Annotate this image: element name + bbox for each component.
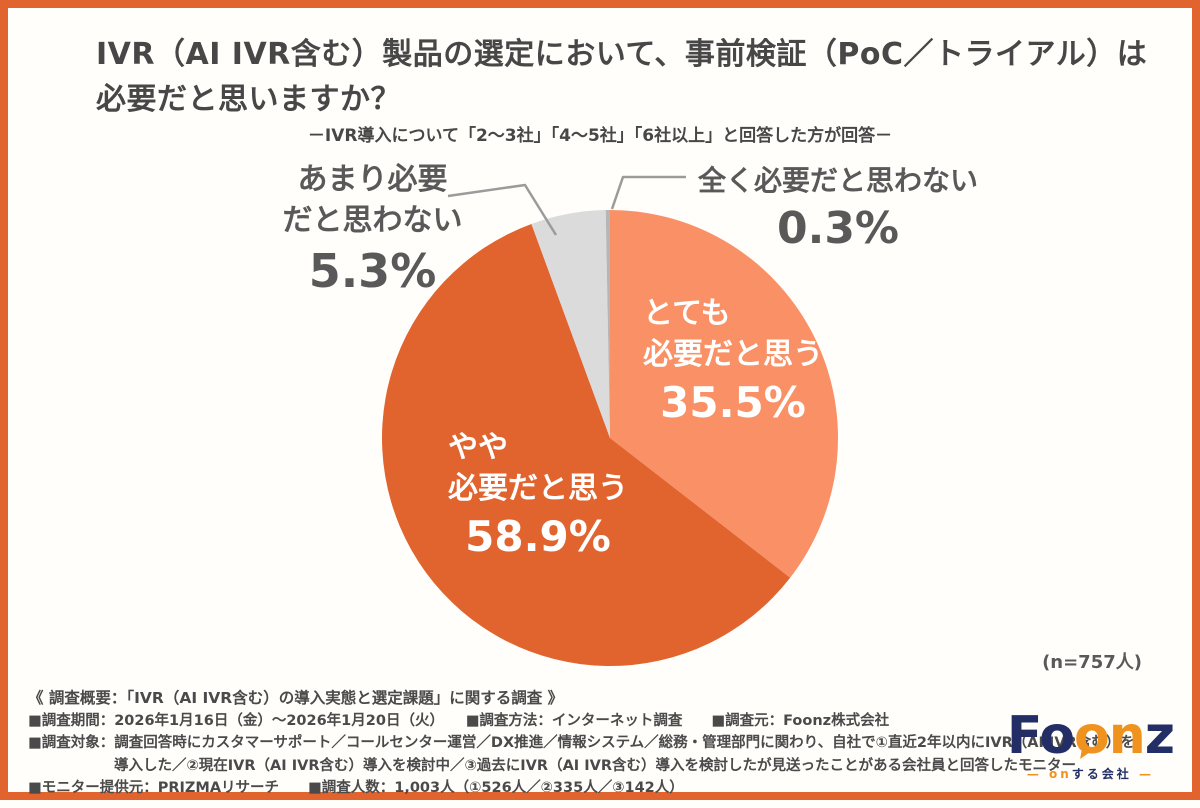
pie-label-very-necessary-value: 35.5% bbox=[660, 378, 806, 427]
survey-period-method-source: ■調査期間：2026年1月16日（金）～2026年1月20日（火） ■調査方法：… bbox=[28, 713, 890, 730]
pie-label-not-at-all-necessary-value: 0.3% bbox=[776, 202, 900, 254]
pie-label-very-necessary: とても 必要だと思う 35.5% bbox=[643, 294, 823, 427]
pie-label-very-necessary-text1: とても bbox=[643, 296, 731, 331]
foonz-logo: Foonz — onする会社 — bbox=[1007, 706, 1175, 782]
pie-slice-3 bbox=[531, 210, 610, 438]
foonz-logo-part-fo: Fo bbox=[1006, 706, 1075, 766]
pie-label-not-at-all-necessary-text1: 全く必要だと思わない bbox=[697, 164, 978, 197]
survey-overview-title: 《 調査概要：「IVR（AI IVR含む）の導入実態と選定課題」に関する調査 》 bbox=[28, 689, 564, 707]
foonz-logo-part-o-bubble: o bbox=[1073, 706, 1110, 766]
pie-chart bbox=[382, 175, 839, 666]
pie-slices-group bbox=[382, 210, 839, 666]
tagline-dash-right: — bbox=[1139, 767, 1154, 781]
sample-size-label: (n=757人) bbox=[1042, 652, 1142, 673]
pie-label-somewhat-necessary-text1: やや bbox=[448, 430, 508, 465]
pie-label-not-at-all-necessary: 全く必要だと思わない 0.3% bbox=[688, 162, 988, 254]
chart-subtitle: －IVR導入について「2～3社」「4～5社」「6社以上」と回答した方が回答－ bbox=[307, 126, 893, 146]
foonz-logo-part-n: n bbox=[1108, 706, 1146, 766]
survey-overview-footer: 《 調査概要：「IVR（AI IVR含む）の導入実態と選定課題」に関する調査 》… bbox=[28, 686, 1135, 800]
survey-target-line1: ■調査対象：調査回答時にカスタマーサポート／コールセンター運営／DX推進／情報シ… bbox=[28, 735, 1135, 752]
pie-slice-1 bbox=[610, 210, 839, 578]
pie-label-not-really-necessary-value: 5.3% bbox=[308, 244, 437, 298]
pie-slice-4 bbox=[605, 210, 610, 438]
survey-monitor-and-count: ■モニター提供元：PRIZMAリサーチ ■調査人数：1,003人（①526人／②… bbox=[28, 780, 684, 797]
survey-target-line2: 導入した／②現在IVR（AI IVR含む）導入を検討中／③過去にIVR（AI I… bbox=[114, 757, 1077, 774]
chart-title-line2: 必要だと思いますか？ bbox=[96, 82, 401, 117]
tagline-on: on bbox=[1049, 767, 1072, 781]
pie-label-somewhat-necessary-text2: 必要だと思う bbox=[448, 470, 628, 506]
tagline-dash-left: — bbox=[1026, 767, 1042, 781]
pie-slice-2 bbox=[382, 223, 791, 666]
leader-line-not-at-all-necessary bbox=[610, 175, 686, 210]
pie-label-not-really-necessary-text1: あまり必要 bbox=[297, 162, 448, 197]
chart-title-line1: IVR（AI IVR含む）製品の選定において、事前検証（PoC／トライアル）は bbox=[96, 37, 1148, 72]
pie-label-not-really-necessary: あまり必要 だと思わない 5.3% bbox=[270, 160, 475, 298]
foonz-logo-wordmark: Foonz bbox=[1007, 706, 1175, 766]
foonz-logo-tagline: — onする会社 — bbox=[1007, 765, 1174, 782]
pie-label-not-really-necessary-text2: だと思わない bbox=[282, 202, 463, 238]
pie-label-somewhat-necessary: やや 必要だと思う 58.9% bbox=[448, 428, 628, 561]
leader-line-not-really-necessary bbox=[447, 183, 558, 236]
foonz-logo-part-z: z bbox=[1144, 706, 1175, 766]
tagline-rest: する会社 bbox=[1071, 767, 1132, 781]
pie-label-somewhat-necessary-value: 58.9% bbox=[465, 512, 611, 561]
pie-label-very-necessary-text2: 必要だと思う bbox=[643, 336, 823, 372]
chart-title: IVR（AI IVR含む）製品の選定において、事前検証（PoC／トライアル）は … bbox=[96, 32, 1147, 122]
